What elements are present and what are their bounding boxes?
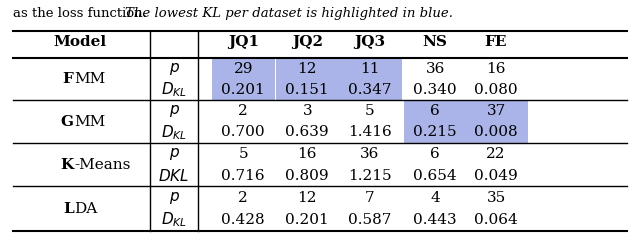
Text: $D_{KL}$: $D_{KL}$	[161, 210, 187, 229]
Text: -Means: -Means	[74, 158, 131, 172]
Text: 5: 5	[238, 147, 248, 161]
Text: FE: FE	[484, 35, 508, 49]
Text: 5: 5	[365, 104, 375, 118]
Text: 3: 3	[302, 104, 312, 118]
Text: 0.151: 0.151	[285, 82, 329, 97]
Text: 0.639: 0.639	[285, 125, 329, 140]
Text: JQ3: JQ3	[355, 35, 385, 49]
Text: 0.716: 0.716	[221, 169, 265, 183]
Text: 22: 22	[486, 147, 506, 161]
FancyBboxPatch shape	[275, 58, 339, 100]
Text: 36: 36	[426, 62, 445, 76]
Text: 12: 12	[298, 62, 317, 76]
Text: 0.008: 0.008	[474, 125, 518, 140]
Text: $p$: $p$	[168, 103, 180, 119]
Text: MM: MM	[74, 72, 106, 86]
Text: 37: 37	[486, 104, 506, 118]
Text: $D_{KL}$: $D_{KL}$	[161, 123, 187, 142]
Text: The lowest KL per dataset is highlighted in blue.: The lowest KL per dataset is highlighted…	[125, 7, 453, 21]
Text: JQ1: JQ1	[228, 35, 259, 49]
Text: 35: 35	[486, 191, 506, 205]
Text: 0.428: 0.428	[221, 213, 265, 227]
FancyBboxPatch shape	[211, 58, 275, 100]
Text: 0.064: 0.064	[474, 213, 518, 227]
Text: 0.049: 0.049	[474, 169, 518, 183]
Text: $p$: $p$	[168, 190, 180, 206]
Text: 4: 4	[430, 191, 440, 205]
Text: 6: 6	[430, 147, 440, 161]
Text: 2: 2	[238, 104, 248, 118]
Text: 0.080: 0.080	[474, 82, 518, 97]
FancyBboxPatch shape	[465, 100, 528, 143]
FancyBboxPatch shape	[404, 100, 467, 143]
Text: as the loss function.: as the loss function.	[13, 7, 151, 21]
Text: F: F	[63, 72, 74, 86]
Text: G: G	[61, 115, 74, 129]
Text: 1.416: 1.416	[348, 125, 392, 140]
Text: 0.700: 0.700	[221, 125, 265, 140]
Text: 16: 16	[298, 147, 317, 161]
Text: DA: DA	[74, 202, 97, 216]
Text: 7: 7	[365, 191, 375, 205]
Text: 0.587: 0.587	[348, 213, 392, 227]
Text: 6: 6	[430, 104, 440, 118]
Text: NS: NS	[423, 35, 447, 49]
FancyBboxPatch shape	[339, 58, 402, 100]
Text: 0.347: 0.347	[348, 82, 392, 97]
Text: 11: 11	[360, 62, 380, 76]
Text: 0.654: 0.654	[413, 169, 457, 183]
Text: $p$: $p$	[168, 146, 180, 162]
Text: 2: 2	[238, 191, 248, 205]
Text: MM: MM	[74, 115, 106, 129]
Text: K: K	[60, 158, 74, 172]
Text: 0.443: 0.443	[413, 213, 457, 227]
Text: Model: Model	[53, 35, 107, 49]
Text: JQ2: JQ2	[292, 35, 323, 49]
Text: $DKL$: $DKL$	[159, 168, 189, 184]
Text: $D_{KL}$: $D_{KL}$	[161, 80, 187, 99]
Text: 0.809: 0.809	[285, 169, 329, 183]
Text: 0.215: 0.215	[413, 125, 457, 140]
Text: 36: 36	[360, 147, 380, 161]
Text: 0.340: 0.340	[413, 82, 457, 97]
Text: 16: 16	[486, 62, 506, 76]
Text: 12: 12	[298, 191, 317, 205]
Text: L: L	[63, 202, 74, 216]
Text: $p$: $p$	[168, 61, 180, 77]
Text: 29: 29	[234, 62, 253, 76]
Text: 0.201: 0.201	[285, 213, 329, 227]
Text: 1.215: 1.215	[348, 169, 392, 183]
Text: 0.201: 0.201	[221, 82, 265, 97]
